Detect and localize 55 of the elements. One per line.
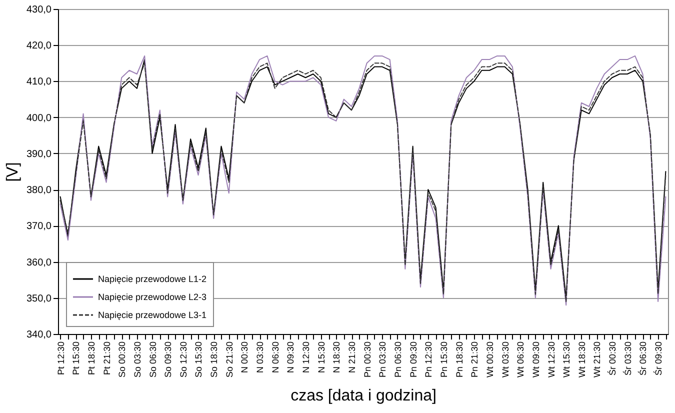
y-tick-label: 410,0 (26, 76, 52, 88)
x-tick-label: Wt 15:30 (562, 342, 572, 378)
x-tick-label: N 09:30 (286, 342, 296, 374)
y-tick-label: 380,0 (26, 185, 52, 196)
x-tick-label: Pt 12:30 (56, 342, 66, 376)
x-tick-label: Wt 18:30 (576, 342, 587, 378)
y-tick-label: 370,0 (26, 221, 52, 232)
x-tick-label: Pn 15:30 (438, 342, 449, 378)
legend-label: Napięcie przewodowe L1-2 (98, 274, 207, 284)
x-tick-label: Śr 00:30 (606, 342, 618, 376)
y-tick-label: 340,0 (26, 330, 52, 340)
x-tick-label: N 21:30 (347, 342, 358, 374)
y-tick-label: 430,0 (26, 4, 52, 16)
legend-label: Napięcie przewodowe L2-3 (98, 292, 207, 302)
x-tick-label: Wt 12:30 (546, 342, 556, 378)
x-tick-label: Pt 21:30 (102, 342, 112, 376)
y-tick-label: 350,0 (26, 293, 52, 304)
x-tick-label: N 15:30 (316, 342, 326, 374)
y-tick-label: 400,0 (26, 112, 52, 124)
x-tick-label: Wt 00:30 (484, 342, 495, 378)
x-tick-label: Wt 03:30 (500, 342, 510, 378)
x-tick-label: So 12:30 (178, 342, 188, 378)
x-tick-label: Pt 18:30 (86, 342, 96, 376)
x-axis-title: czas [data i godzina] (290, 388, 436, 405)
x-tick-label: Śr 06:30 (637, 342, 648, 376)
y-axis-title: [V] (4, 162, 22, 182)
y-tick-label: 420,0 (26, 40, 52, 52)
legend-label: Napięcie przewodowe L3-1 (98, 310, 207, 320)
x-tick-label: So 15:30 (194, 342, 204, 378)
x-tick-label: Pn 12:30 (424, 342, 434, 378)
x-tick-label: Śr 09:30 (652, 342, 664, 376)
x-tick-label: N 18:30 (332, 342, 342, 374)
x-tick-label: Pn 00:30 (362, 342, 372, 378)
x-tick-label: So 09:30 (163, 342, 174, 378)
x-tick-label: Pn 09:30 (408, 342, 418, 378)
x-tick-label: So 03:30 (132, 342, 142, 378)
x-tick-label: Wt 21:30 (592, 342, 602, 378)
x-tick-label: N 00:30 (240, 342, 250, 374)
y-tick-label: 360,0 (26, 257, 52, 268)
x-tick-label: Pn 06:30 (392, 342, 403, 378)
x-tick-label: So 21:30 (224, 342, 234, 378)
x-tick-label: N 03:30 (255, 342, 266, 374)
x-tick-label: N 12:30 (301, 342, 312, 374)
x-tick-label: So 18:30 (209, 342, 220, 378)
x-tick-label: Pn 21:30 (470, 342, 480, 378)
y-tick-label: 390,0 (26, 148, 52, 160)
x-tick-label: Wt 09:30 (530, 342, 541, 378)
x-tick-label: So 00:30 (117, 342, 128, 378)
x-tick-label: Pt 15:30 (71, 342, 82, 376)
x-tick-label: Pn 18:30 (454, 342, 464, 378)
x-tick-label: Wt 06:30 (516, 342, 526, 378)
x-tick-label: So 06:30 (148, 342, 158, 378)
x-tick-label: N 06:30 (270, 342, 280, 374)
x-tick-label: Śr 03:30 (622, 342, 633, 376)
x-tick-label: Pn 03:30 (378, 342, 388, 378)
